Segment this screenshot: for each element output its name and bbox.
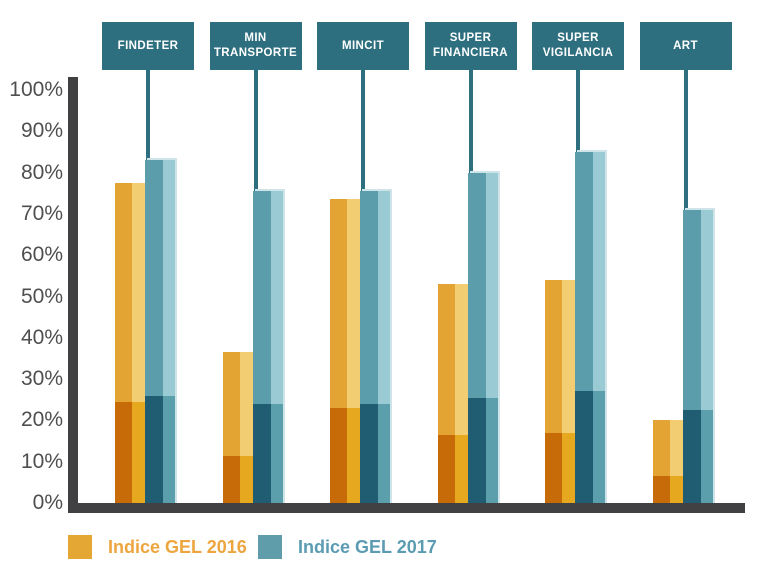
legend-label-gel-2017: Indice GEL 2017 bbox=[298, 536, 437, 557]
y-tick-70: 70% bbox=[20, 201, 63, 225]
bar-2017-min-transporte-dark-right bbox=[270, 403, 283, 503]
legend-item-gel-2017: Indice GEL 2017 bbox=[258, 533, 437, 561]
y-tick-0: 0% bbox=[32, 491, 63, 514]
bar-2016-super-vigilancia-dark-right bbox=[562, 432, 575, 503]
category-label-super-vigilancia: SUPER VIGILANCIA bbox=[532, 22, 624, 70]
header-stem-findeter bbox=[146, 70, 150, 161]
bar-2016-min-transporte-dark-right bbox=[239, 455, 253, 503]
header-stem-art bbox=[683, 70, 688, 210]
category-label-mincit: MINCIT bbox=[317, 22, 409, 70]
header-stem-super-vigilancia bbox=[576, 70, 580, 152]
category-label-findeter: FINDETER bbox=[102, 22, 194, 70]
bar-2017-mincit-dark-right bbox=[378, 403, 390, 503]
bar-2017-super-vigilancia-dark-right bbox=[593, 391, 605, 503]
bar-2016-min-transporte-dark-left bbox=[222, 455, 240, 503]
bar-2017-art-dark-left bbox=[682, 410, 701, 503]
bar-2016-art-dark-right bbox=[669, 476, 683, 503]
y-axis-line bbox=[68, 77, 78, 503]
category-label-super-financiera: SUPER FINANCIERA bbox=[424, 22, 517, 70]
y-tick-50: 50% bbox=[20, 284, 63, 308]
bar-2017-art-dark-right bbox=[700, 410, 713, 503]
y-tick-80: 80% bbox=[20, 160, 63, 184]
bar-2017-findeter-dark-left bbox=[145, 395, 163, 503]
y-tick-90: 90% bbox=[20, 119, 63, 143]
bar-2016-super-financiera-dark-right bbox=[454, 434, 468, 503]
category-label-art: ART bbox=[639, 22, 732, 70]
bar-2016-mincit-dark-right bbox=[347, 408, 360, 503]
bar-2017-min-transporte-dark-left bbox=[252, 403, 271, 503]
bar-2016-mincit-dark-left bbox=[330, 408, 347, 503]
y-tick-10: 10% bbox=[20, 449, 63, 473]
y-tick-40: 40% bbox=[20, 325, 63, 349]
bar-2017-super-financiera-dark-left bbox=[467, 397, 486, 503]
bar-2017-super-vigilancia-dark-left bbox=[575, 391, 593, 503]
y-tick-20: 20% bbox=[20, 408, 63, 432]
bar-2016-super-vigilancia-dark-left bbox=[545, 432, 562, 503]
bar-2016-findeter-dark-right bbox=[132, 401, 145, 503]
x-axis-line bbox=[68, 503, 745, 513]
legend-swatch-gel-2017 bbox=[258, 535, 282, 559]
legend-label-gel-2016: Indice GEL 2016 bbox=[108, 536, 247, 557]
header-stem-super-financiera bbox=[468, 70, 473, 173]
bar-2016-super-financiera-dark-left bbox=[437, 434, 455, 503]
legend-swatch-gel-2016 bbox=[68, 535, 92, 559]
header-stem-mincit bbox=[361, 70, 365, 192]
bar-2016-art-dark-left bbox=[652, 476, 670, 503]
legend-item-gel-2016: Indice GEL 2016 bbox=[68, 533, 247, 561]
y-tick-60: 60% bbox=[20, 243, 63, 267]
bar-2016-findeter-dark-left bbox=[115, 401, 132, 503]
bar-2017-mincit-dark-left bbox=[360, 403, 378, 503]
bar-2017-super-financiera-dark-right bbox=[485, 397, 498, 503]
bar-2017-findeter-dark-right bbox=[163, 395, 175, 503]
y-tick-30: 30% bbox=[20, 367, 63, 391]
y-tick-100: 100% bbox=[9, 78, 63, 101]
category-label-min-transporte: MIN TRANSPORTE bbox=[209, 22, 302, 70]
header-stem-min-transporte bbox=[253, 70, 258, 192]
